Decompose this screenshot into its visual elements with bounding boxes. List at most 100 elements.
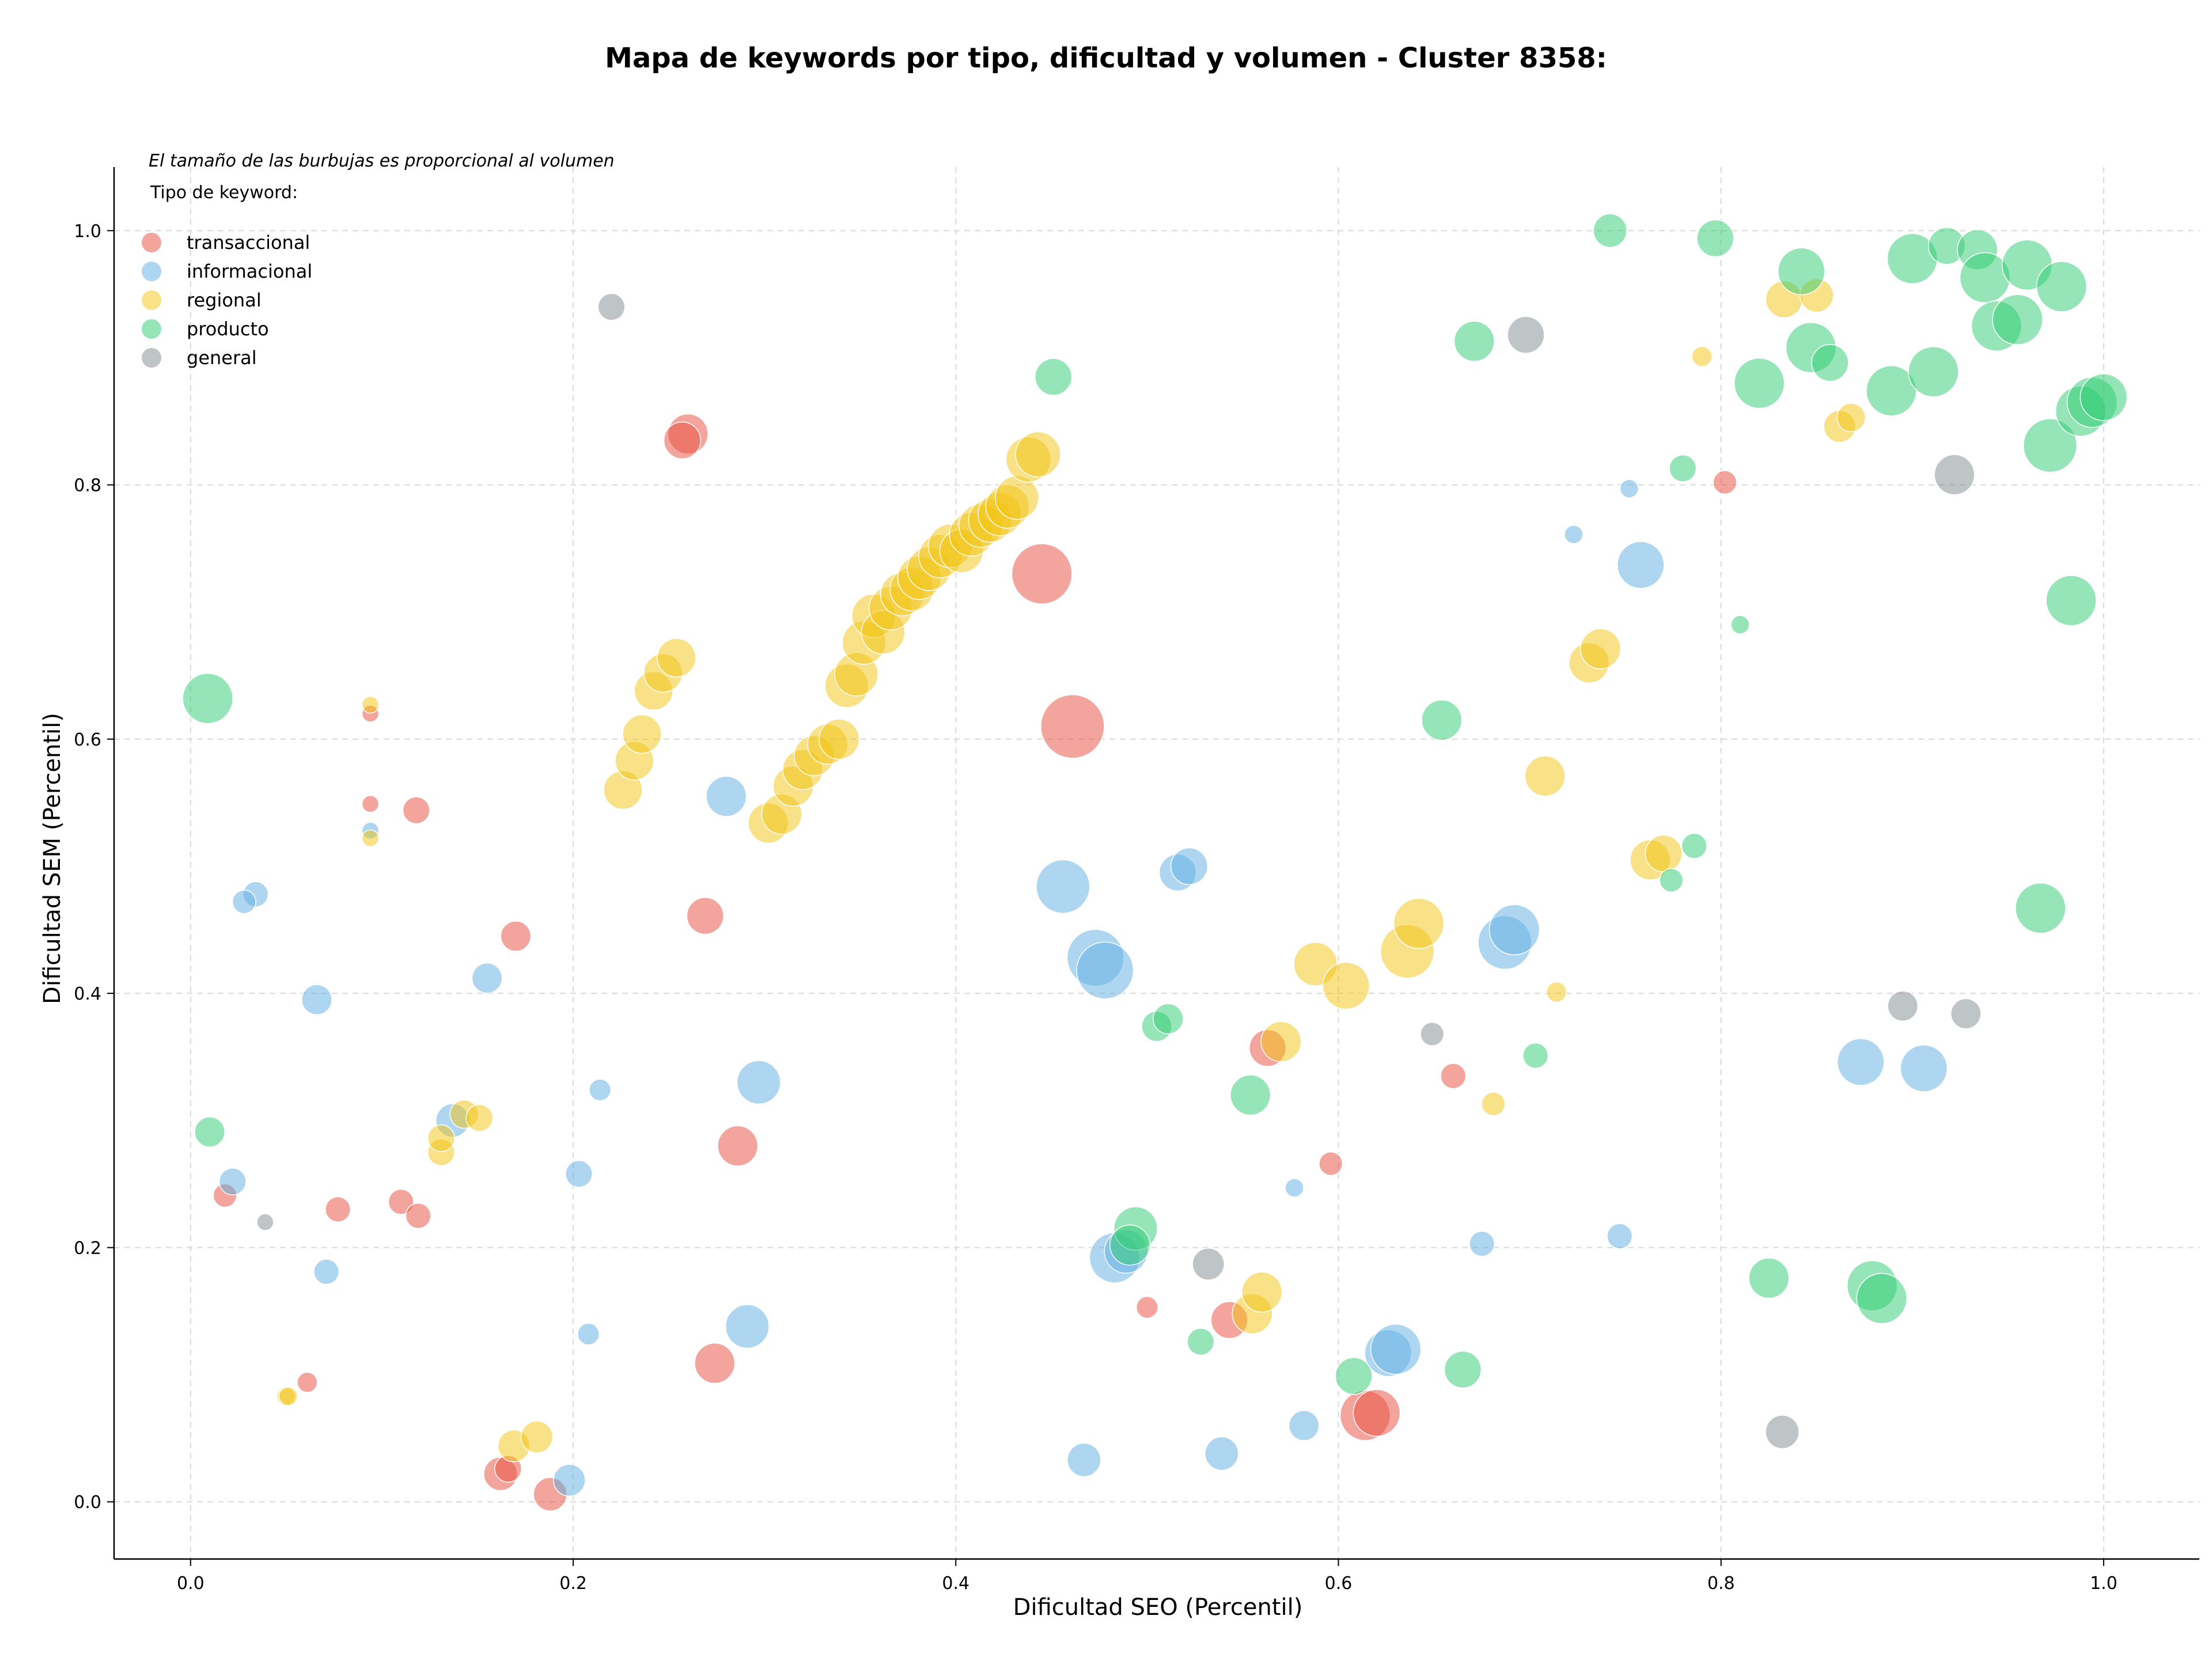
- bubble-producto-34: [1992, 294, 2043, 346]
- bubble-informacional-17: [1076, 941, 1134, 1000]
- bubble-general-1: [256, 1213, 274, 1231]
- legend-label-general: general: [187, 347, 257, 369]
- bubble-informacional-30: [1469, 1231, 1495, 1257]
- bubble-informacional-27: [1370, 1323, 1422, 1375]
- bubble-producto-24: [1811, 344, 1849, 382]
- legend-marker-general: [142, 348, 161, 368]
- bubble-informacional-4: [471, 962, 503, 994]
- bubble-informacional-23: [1205, 1436, 1239, 1471]
- bubble-informacional-11: [313, 1258, 340, 1285]
- bubble-general-6: [1887, 990, 1919, 1022]
- bubble-informacional-6: [736, 1060, 781, 1105]
- bubble-producto-14: [1593, 213, 1627, 248]
- bubble-regional-7: [465, 1104, 494, 1132]
- bubble-regional-41: [995, 475, 1040, 520]
- legend-title: Tipo de keyword:: [150, 183, 298, 203]
- bubble-producto-36: [2015, 883, 2066, 934]
- bubble-informacional-2: [232, 890, 256, 914]
- bubble-producto-22: [1777, 247, 1825, 296]
- bubble-regional-50: [1393, 898, 1445, 949]
- bubble-producto-42: [2080, 373, 2128, 421]
- bubble-transaccional-19: [1135, 1296, 1158, 1319]
- bubble-layer: [182, 213, 2128, 1512]
- bubble-regional-45: [1241, 1272, 1283, 1313]
- legend-marker-informacional: [142, 262, 161, 281]
- x-tick-label-3: 0.6: [1325, 1573, 1353, 1594]
- bubble-general-4: [1507, 316, 1545, 354]
- bubble-producto-0: [182, 673, 233, 724]
- y-axis-label: Dificultad SEM (Percentil): [39, 713, 66, 1004]
- bubble-producto-11: [1444, 1350, 1482, 1388]
- bubble-transaccional-25: [1440, 1063, 1467, 1089]
- bubble-informacional-35: [1836, 1038, 1885, 1086]
- bubble-producto-4: [1109, 1224, 1151, 1266]
- bubble-informacional-7: [589, 1079, 612, 1102]
- bubble-producto-37: [2022, 418, 2078, 473]
- y-tick-label-3: 0.6: [74, 730, 101, 750]
- bubble-informacional-21: [1170, 847, 1209, 886]
- bubble-transaccional-9: [717, 1125, 759, 1167]
- legend-label-transaccional: transaccional: [187, 232, 310, 253]
- bubble-general-0: [597, 293, 626, 321]
- bubble-producto-18: [1696, 219, 1734, 258]
- bubble-producto-16: [1669, 454, 1697, 482]
- bubble-regional-15: [657, 638, 696, 678]
- bubble-producto-21: [1748, 1257, 1790, 1299]
- bubble-size-note: El tamaño de las burbujas es proporciona…: [149, 151, 615, 171]
- legend-label-regional: regional: [187, 289, 262, 311]
- bubble-regional-48: [1322, 962, 1370, 1010]
- bubble-regional-22: [819, 718, 860, 760]
- x-tick-label-5: 1.0: [2090, 1573, 2118, 1594]
- legend: El tamaño de las burbujas es proporciona…: [142, 151, 615, 369]
- bubble-producto-29: [1908, 346, 1959, 398]
- bubble-informacional-31: [1564, 524, 1584, 544]
- bubble-regional-12: [622, 714, 662, 754]
- bubble-regional-3: [278, 1386, 298, 1406]
- bubble-informacional-32: [1619, 479, 1639, 498]
- bubble-transaccional-14: [297, 1372, 318, 1393]
- bubble-transaccional-26: [1713, 470, 1737, 495]
- legend-marker-producto: [142, 319, 161, 339]
- bubble-transaccional-12: [388, 1189, 414, 1215]
- bubble-transaccional-24: [1353, 1388, 1401, 1437]
- bubble-informacional-25: [1288, 1410, 1320, 1441]
- bubble-producto-13: [1522, 1042, 1549, 1069]
- bubble-informacional-29: [1488, 904, 1540, 956]
- axes: [107, 167, 2199, 1566]
- bubble-informacional-24: [1285, 1178, 1304, 1198]
- bubble-informacional-34: [1607, 1223, 1633, 1250]
- legend-label-producto: producto: [187, 318, 269, 340]
- bubble-regional-52: [1546, 981, 1567, 1003]
- bubble-transaccional-7: [500, 921, 532, 952]
- bubble-regional-58: [1691, 346, 1713, 367]
- bubble-producto-15: [1659, 868, 1684, 892]
- bubble-informacional-3: [301, 984, 332, 1016]
- bubble-producto-10: [1421, 699, 1463, 741]
- bubble-transaccional-13: [405, 1202, 431, 1229]
- bubble-producto-7: [1187, 1327, 1215, 1356]
- bubble-informacional-13: [725, 1304, 770, 1349]
- series-general: [256, 293, 1982, 1450]
- bubble-general-3: [1420, 1021, 1445, 1046]
- grid: [114, 167, 2199, 1559]
- bubble-informacional-22: [1067, 1443, 1101, 1477]
- bubble-informacional-36: [1900, 1044, 1948, 1092]
- y-tick-label-2: 0.4: [74, 984, 101, 1004]
- bubble-informacional-15: [1036, 859, 1090, 914]
- bubble-informacional-12: [577, 1322, 600, 1346]
- bubble-informacional-9: [565, 1160, 593, 1188]
- bubble-producto-9: [1335, 1357, 1373, 1395]
- bubble-informacional-5: [706, 775, 747, 817]
- bubble-regional-1: [361, 829, 380, 847]
- bubble-producto-12: [1453, 320, 1495, 362]
- bubble-general-2: [1192, 1247, 1225, 1281]
- series-regional: [276, 278, 1866, 1462]
- bubble-informacional-33: [1616, 541, 1665, 589]
- bubble-transaccional-11: [325, 1196, 351, 1223]
- bubble-transaccional-8: [686, 896, 724, 935]
- bubble-producto-1: [194, 1116, 225, 1148]
- y-tick-label-5: 1.0: [74, 221, 101, 241]
- bubble-regional-0: [361, 696, 380, 714]
